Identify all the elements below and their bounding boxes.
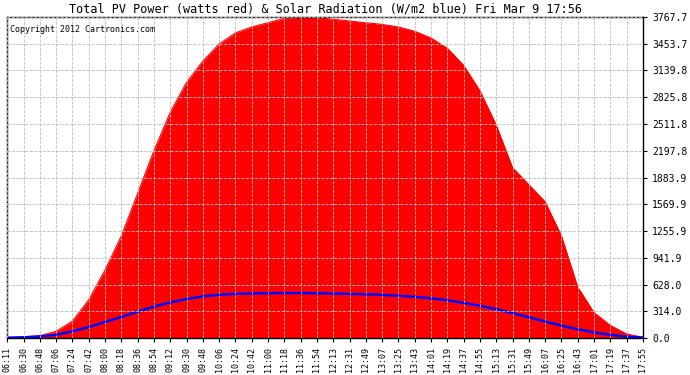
Title: Total PV Power (watts red) & Solar Radiation (W/m2 blue) Fri Mar 9 17:56: Total PV Power (watts red) & Solar Radia… [68,3,582,16]
Text: Copyright 2012 Cartronics.com: Copyright 2012 Cartronics.com [10,25,155,34]
